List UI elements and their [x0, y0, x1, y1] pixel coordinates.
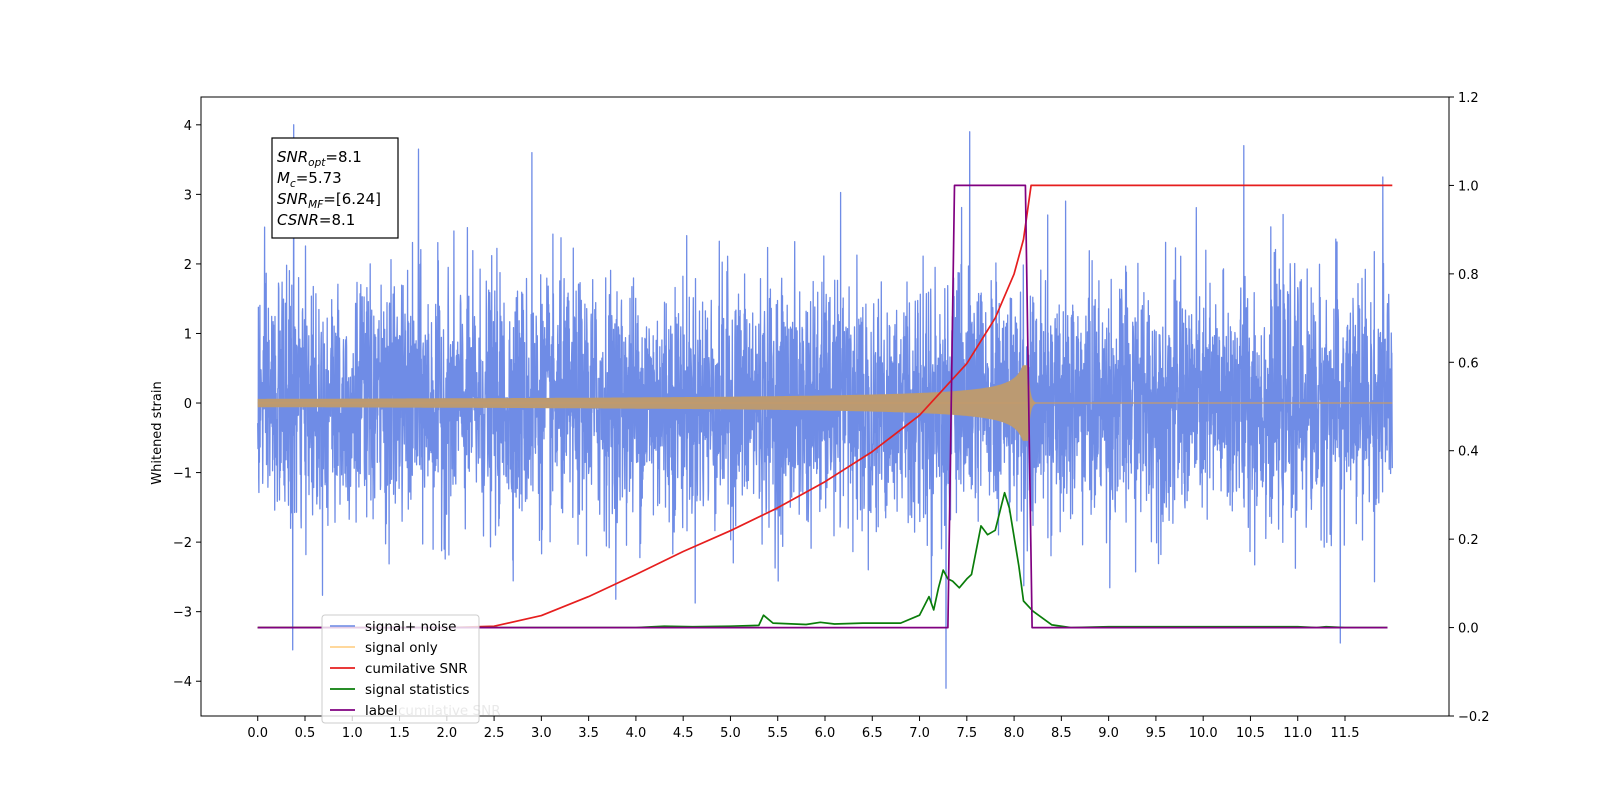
legend-label: signal statistics	[365, 682, 469, 698]
x-tick-label: 10.5	[1236, 726, 1265, 741]
y2-tick-label: 0.6	[1458, 356, 1479, 371]
annotation-subscript: MF	[308, 199, 324, 211]
x-tick-label: 8.5	[1051, 726, 1072, 741]
cumulative-snr-line	[257, 184, 1393, 629]
x-tick-label: 8.0	[1004, 726, 1025, 741]
x-tick-label: 7.0	[909, 726, 930, 741]
annotation-subscript: c	[290, 178, 296, 190]
legend-label: label	[365, 703, 398, 719]
x-tick-label: 5.5	[767, 726, 788, 741]
x-tick-label: 4.0	[626, 726, 647, 741]
legend: signal+ noise signal only cumilative SNR si…	[321, 614, 501, 724]
y-tick-label: 4	[184, 119, 192, 134]
x-tick-label: 2.0	[436, 726, 457, 741]
x-tick-label: 6.5	[862, 726, 883, 741]
x-tick-label: 2.5	[484, 726, 505, 741]
x-tick-label: 9.0	[1098, 726, 1119, 741]
y2-tick-label: 1.0	[1458, 179, 1479, 194]
x-tick-label: 0.0	[247, 726, 268, 741]
y-tick-label: −3	[173, 606, 192, 621]
legend-label: signal+ noise	[365, 619, 456, 635]
annotation-symbol: SNR	[277, 148, 308, 166]
annotation-symbol: SNR	[277, 190, 308, 208]
y2-tick-label: 0.2	[1458, 533, 1479, 548]
x-tick-label: 10.0	[1189, 726, 1218, 741]
y-tick-label: 2	[184, 258, 192, 273]
x-tick-label: 0.5	[295, 726, 316, 741]
x-tick-label: 1.5	[389, 726, 410, 741]
y-axis-left: 4 3 2 1 0 −1 −2 −3 −4	[173, 119, 201, 690]
y-tick-label: 3	[184, 188, 192, 203]
annotation-line: SNRMF=[6.24]	[277, 190, 381, 211]
x-tick-label: 6.0	[815, 726, 836, 741]
plot-area	[257, 124, 1393, 689]
y-axis-right: 1.2 1.0 0.8 0.6 0.4 0.2 0.0 −0.2	[1449, 91, 1490, 725]
annotation-value: =[6.24]	[323, 190, 381, 208]
y-tick-label: 0	[184, 397, 192, 412]
annotation-frame	[271, 137, 399, 239]
y-tick-label: 1	[184, 327, 192, 342]
legend-label: cumilative SNR	[365, 661, 468, 677]
x-tick-label: 4.5	[673, 726, 694, 741]
signal-only-series	[257, 365, 1393, 441]
y-tick-label: −2	[173, 536, 192, 551]
x-axis: 0.0 0.5 1.0 1.5 2.0 2.5 3.0 3.5 4.0 4.5 5.0 5.5 6.0 6…	[247, 716, 1359, 741]
x-tick-label: 11.0	[1283, 726, 1312, 741]
y-tick-label: −4	[173, 675, 192, 690]
x-tick-label: 3.5	[578, 726, 599, 741]
x-tick-label: 7.5	[956, 726, 977, 741]
legend-ghost-label: cumilative SNR	[398, 703, 501, 719]
y-axis-label: Whitened strain	[150, 381, 165, 484]
right-axis-series	[257, 184, 1393, 629]
annotation-value: =5.73	[296, 169, 342, 187]
y2-tick-label: 1.2	[1458, 91, 1479, 106]
annotation-line: SNRopt=8.1	[277, 148, 362, 169]
x-tick-label: 11.5	[1331, 726, 1360, 741]
x-tick-label: 3.0	[531, 726, 552, 741]
legend-label: signal only	[365, 640, 438, 656]
annotation-value: =8.1	[325, 148, 361, 166]
annotation-symbol: CSNR	[277, 211, 319, 229]
annotation-symbol: M	[277, 169, 290, 187]
x-tick-label: 9.5	[1146, 726, 1167, 741]
annotation-line: Mc=5.73	[277, 169, 342, 190]
y2-tick-label: 0.4	[1458, 445, 1479, 460]
y2-tick-label: 0.0	[1458, 622, 1479, 637]
y-tick-label: −1	[173, 467, 192, 482]
signal-plus-noise-series	[257, 124, 1393, 689]
x-tick-label: 5.0	[720, 726, 741, 741]
legend-frame	[321, 614, 480, 724]
annotation-value: =8.1	[319, 211, 355, 229]
label-line	[257, 184, 1388, 629]
signal-plus-noise-line	[257, 124, 1393, 689]
y2-tick-label: 0.8	[1458, 268, 1479, 283]
annotation-line: CSNR=8.1	[277, 211, 355, 229]
x-tick-label: 1.0	[342, 726, 363, 741]
y2-tick-label: −0.2	[1458, 710, 1490, 725]
annotation-subscript: opt	[308, 157, 326, 169]
